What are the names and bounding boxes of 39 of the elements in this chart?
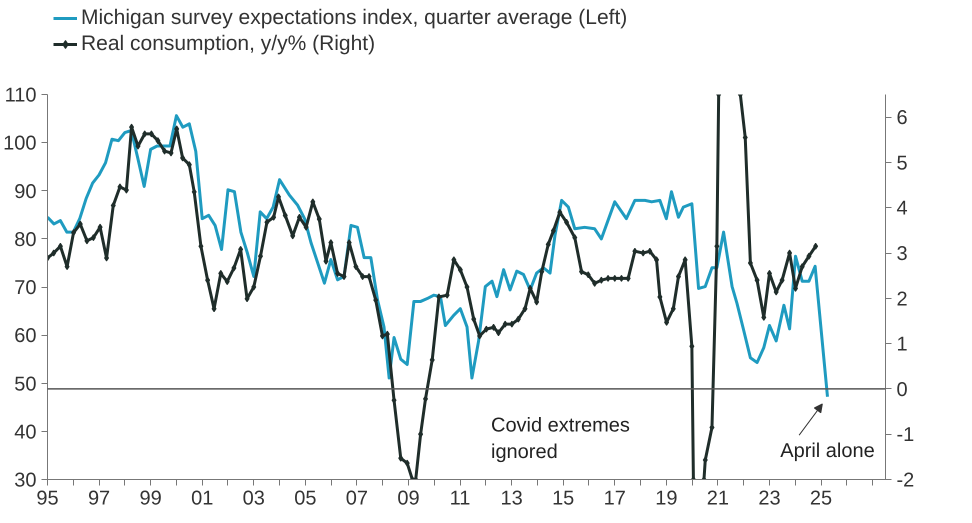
x-tick-label: 05 <box>294 488 316 510</box>
x-tick-label: 25 <box>810 488 832 510</box>
y-tick-label: 70 <box>14 277 37 299</box>
x-tick-label: 95 <box>36 488 59 510</box>
x-tick-label: 15 <box>552 488 574 510</box>
y-tick-label: 100 <box>3 132 37 155</box>
legend-label: Real consumption, y/y% (Right) <box>81 32 376 56</box>
annotation: Covid extremes ignored <box>490 414 630 463</box>
annotation: April alone <box>780 440 875 462</box>
y-tick-label: 110 <box>4 84 37 106</box>
y2-tick-label: -1 <box>896 424 914 446</box>
y2-tick-label: 5 <box>896 152 908 174</box>
x-tick-label: 99 <box>140 488 162 510</box>
x-tick-label: 23 <box>758 488 781 510</box>
y2-tick-label: -2 <box>896 470 914 492</box>
y2-tick-label: 3 <box>896 243 908 266</box>
x-tick-label: 09 <box>397 488 420 510</box>
x-tick-label: 11 <box>450 488 470 510</box>
legend-label: Michigan survey expectations index, quarter average (Left) <box>81 6 628 30</box>
x-tick-label: 21 <box>706 488 730 510</box>
y2-tick-label: 0 <box>896 378 908 401</box>
y-tick-label: 60 <box>14 325 37 348</box>
x-tick-label: 19 <box>655 488 678 510</box>
y2-tick-label: 4 <box>896 198 908 220</box>
y2-tick-label: 6 <box>896 107 908 130</box>
y-tick-label: 90 <box>14 180 37 203</box>
line-series <box>48 114 829 398</box>
y2-tick-label: 2 <box>896 288 908 310</box>
x-tick-label: 13 <box>500 488 523 510</box>
y2-tick-label: 1 <box>896 334 908 356</box>
x-tick-label: 01 <box>191 488 214 510</box>
y-tick-label: 80 <box>14 228 37 251</box>
x-tick-label: 03 <box>242 488 265 510</box>
x-tick-label: 17 <box>604 488 626 510</box>
x-tick-label: 97 <box>88 488 110 510</box>
x-tick-label: 07 <box>346 488 368 510</box>
y-tick-label: 50 <box>14 373 37 396</box>
y-tick-label: 30 <box>14 470 37 492</box>
y-tick-label: 40 <box>14 421 37 444</box>
